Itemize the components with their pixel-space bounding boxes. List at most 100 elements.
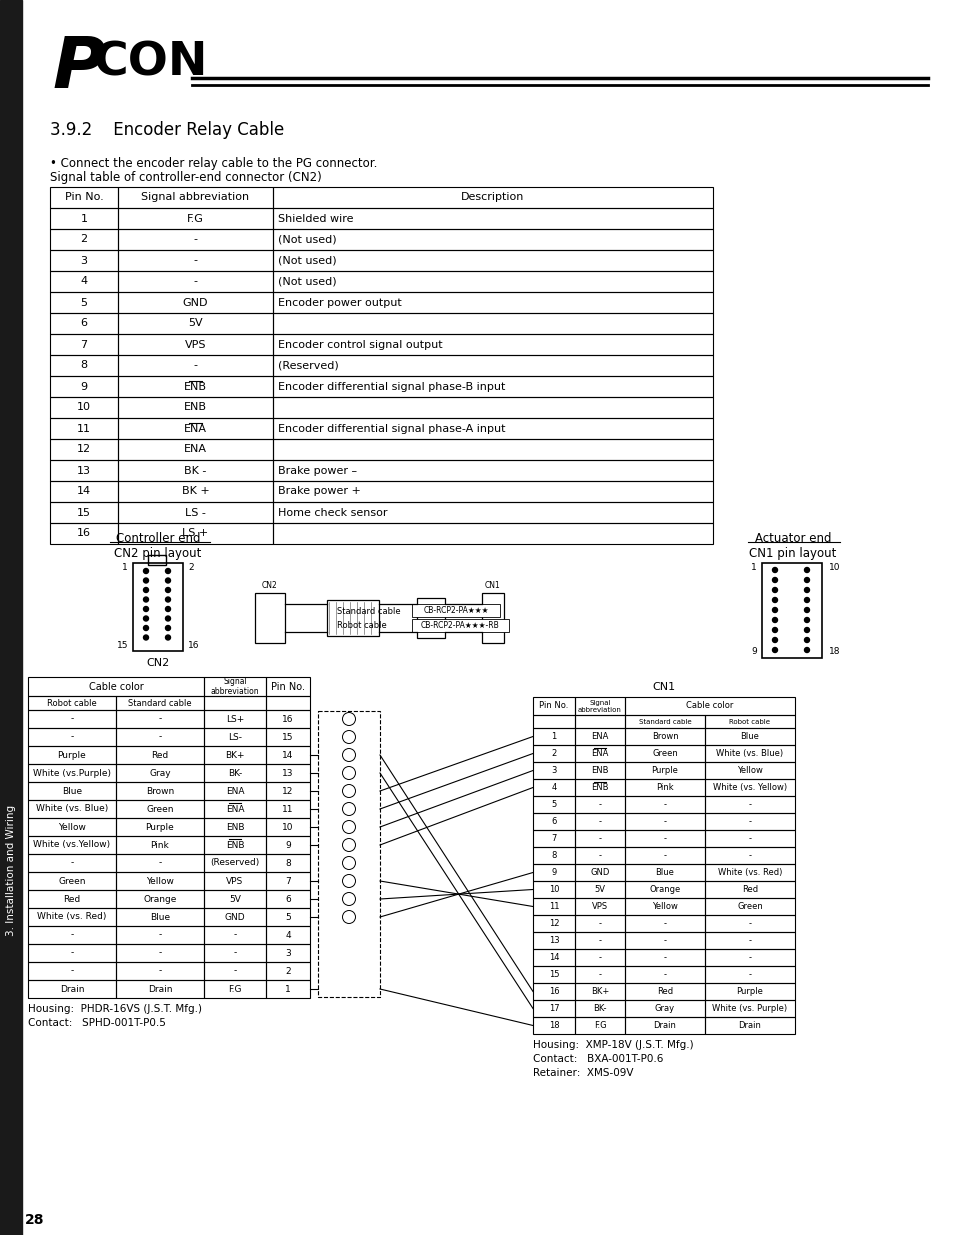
Bar (481, 593, 503, 643)
Text: ENB: ENB (591, 766, 608, 776)
Bar (575, 1016, 624, 1034)
Text: 13: 13 (548, 936, 558, 945)
Circle shape (772, 598, 777, 603)
Text: Signal
abbreviation: Signal abbreviation (578, 699, 621, 713)
Bar (575, 864, 624, 881)
Bar (575, 966, 624, 983)
Text: BK-: BK- (593, 1004, 606, 1013)
Bar (204, 727, 266, 746)
Text: (Not used): (Not used) (277, 235, 336, 245)
Text: 11: 11 (77, 424, 91, 433)
Text: 13: 13 (282, 768, 294, 778)
Text: Cable color: Cable color (89, 682, 143, 692)
Bar (273, 186, 712, 207)
Text: BK+: BK+ (590, 987, 608, 995)
Bar (575, 830, 624, 847)
Text: 4: 4 (285, 930, 291, 940)
Text: -: - (662, 851, 666, 860)
Bar (116, 764, 204, 782)
Bar (118, 333, 273, 354)
Circle shape (803, 647, 809, 652)
Text: 4: 4 (80, 277, 88, 287)
Text: ENA: ENA (226, 804, 244, 814)
Bar (533, 697, 575, 715)
Bar (0, 0, 22, 1235)
Text: Orange: Orange (143, 894, 176, 904)
Text: -: - (233, 930, 236, 940)
Circle shape (165, 588, 171, 593)
Circle shape (165, 578, 171, 583)
Text: 1: 1 (122, 562, 128, 572)
Bar (118, 522, 273, 543)
Text: Standard cable: Standard cable (336, 608, 400, 616)
Text: 5V: 5V (594, 885, 605, 894)
Bar (118, 228, 273, 249)
Text: (Not used): (Not used) (277, 277, 336, 287)
Bar (575, 983, 624, 1000)
Text: ENB: ENB (226, 823, 244, 831)
Circle shape (803, 618, 809, 622)
Bar (624, 915, 704, 932)
Text: CB-RCP2-PA★★★: CB-RCP2-PA★★★ (423, 606, 488, 615)
Text: -: - (748, 919, 751, 927)
Bar (118, 312, 273, 333)
Bar (624, 727, 704, 745)
Text: ENB: ENB (184, 382, 207, 391)
Circle shape (165, 606, 171, 611)
Bar (624, 1000, 704, 1016)
Circle shape (803, 578, 809, 583)
Bar (28, 727, 116, 746)
Bar (273, 228, 712, 249)
Bar (28, 926, 116, 944)
Bar (116, 746, 204, 764)
Bar (624, 983, 704, 1000)
Text: 9: 9 (750, 646, 757, 656)
Text: CN2: CN2 (262, 580, 277, 589)
Text: Robot cable: Robot cable (729, 719, 770, 725)
Text: -: - (598, 834, 601, 844)
Text: Brake power –: Brake power – (277, 466, 356, 475)
Text: Pink: Pink (656, 783, 673, 792)
Text: Brown: Brown (651, 732, 678, 741)
Bar (273, 417, 712, 438)
Text: 6: 6 (551, 818, 557, 826)
Text: 16: 16 (548, 987, 558, 995)
Bar (50, 333, 118, 354)
Bar (28, 944, 116, 962)
Text: Signal abbreviation: Signal abbreviation (141, 193, 250, 203)
Bar (575, 915, 624, 932)
Bar (50, 249, 118, 270)
Circle shape (803, 568, 809, 573)
Text: 9: 9 (80, 382, 88, 391)
Bar (704, 983, 794, 1000)
Bar (28, 818, 116, 836)
Bar (28, 710, 116, 727)
Bar (116, 710, 204, 727)
Bar (50, 480, 118, 501)
Text: ENB: ENB (184, 403, 207, 412)
Bar (50, 312, 118, 333)
Bar (118, 249, 273, 270)
Bar (204, 853, 266, 872)
Bar (28, 764, 116, 782)
Bar (116, 853, 204, 872)
Text: Green: Green (146, 804, 173, 814)
Bar (116, 962, 204, 981)
Text: -: - (748, 851, 751, 860)
Text: Retainer:  XMS-09V: Retainer: XMS-09V (533, 1068, 633, 1078)
Circle shape (143, 606, 149, 611)
Text: 5: 5 (80, 298, 88, 308)
Text: Robot cable: Robot cable (47, 699, 97, 708)
Text: -: - (748, 834, 751, 844)
Text: ENA: ENA (226, 787, 244, 795)
Text: 11: 11 (548, 902, 558, 911)
Text: BK +: BK + (181, 487, 209, 496)
Text: GND: GND (225, 913, 245, 921)
Bar (266, 962, 310, 981)
Text: Purple: Purple (146, 823, 174, 831)
Bar (273, 375, 712, 396)
Bar (624, 745, 704, 762)
Bar (204, 836, 266, 853)
Bar (533, 745, 575, 762)
Bar (761, 563, 821, 658)
